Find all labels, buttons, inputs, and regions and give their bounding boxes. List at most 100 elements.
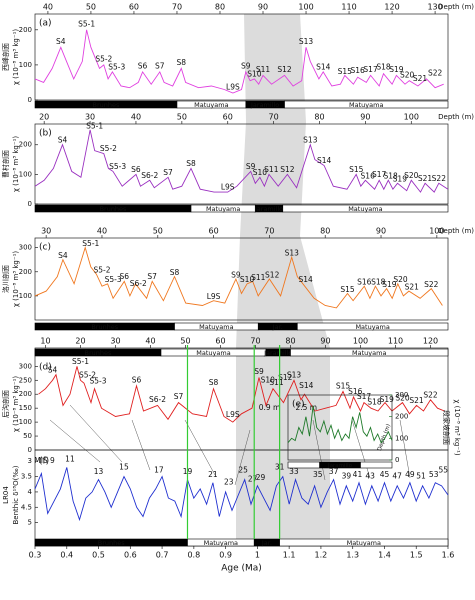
y-tick-label: 3 xyxy=(28,457,32,465)
polarity-label: Jar. xyxy=(261,539,272,547)
peak-label: S12 xyxy=(277,65,292,74)
peak-label: S18 xyxy=(371,278,386,287)
y-tick-label: 5 xyxy=(28,519,32,527)
peak-label: S20 xyxy=(400,70,415,79)
x-tick-label: 0.5 xyxy=(92,551,105,560)
peak-label: L9S xyxy=(221,183,235,192)
polarity-label: Jaramillo xyxy=(254,205,283,213)
peak-label: S21 xyxy=(405,282,420,291)
y-tick-label: 100 xyxy=(19,170,32,178)
x-tick-label: 80 xyxy=(314,113,324,122)
polarity-label: Jaramillo xyxy=(327,463,353,469)
panel-label: (b) xyxy=(39,129,52,139)
polarity-segment xyxy=(319,462,361,468)
y-axis-label: 曹村剖面 xyxy=(1,150,10,178)
polarity-label: Jaramillo xyxy=(263,349,292,357)
peak-label: MIS 9 xyxy=(34,456,55,465)
peak-label: S7 xyxy=(155,62,165,71)
x-axis-label: Depth (m) xyxy=(438,3,474,11)
peak-label: 0.9 m xyxy=(259,403,281,412)
peak-label: S9 xyxy=(254,367,264,376)
x-tick-label: 50 xyxy=(180,337,190,346)
y-tick-label: 50 xyxy=(23,432,32,440)
peak-label: 55 xyxy=(438,465,448,474)
tie-lines xyxy=(49,404,411,486)
x-tick-label: 1.2 xyxy=(315,551,328,560)
peak-label: S20 xyxy=(395,393,410,402)
panel-label: (c) xyxy=(39,243,51,253)
peak-label: S7 xyxy=(163,168,173,177)
data-line xyxy=(34,29,444,94)
x-tick-label: 10 xyxy=(40,337,50,346)
peak-label: S17 xyxy=(357,392,372,401)
x-tick-label: 20 xyxy=(39,113,49,122)
peak-label: S11 xyxy=(251,273,266,282)
x-axis-label: Depth (m) xyxy=(438,227,474,235)
x-tick-label: 80 xyxy=(215,3,225,12)
polarity-segment xyxy=(279,538,449,547)
panel-frame xyxy=(34,13,449,101)
peak-label: S8 xyxy=(209,378,219,387)
x-tick-label: 120 xyxy=(384,3,399,12)
peak-label: S4 xyxy=(58,135,68,144)
x-tick-label: 60 xyxy=(215,337,225,346)
x-axis-label: Depth (m) xyxy=(438,113,474,121)
peak-label: S9 xyxy=(241,62,251,71)
y-axis-label: χ (10⁻⁸ m³ kg⁻¹) xyxy=(453,399,461,455)
x-tick-label: 60 xyxy=(129,3,139,12)
peak-label: 35 xyxy=(313,470,323,479)
x-tick-label: 70 xyxy=(172,3,182,12)
x-tick-label: 30 xyxy=(85,113,95,122)
x-tick-label: 50 xyxy=(86,3,96,12)
panel-label: (a) xyxy=(39,19,52,29)
polarity-label: Matuyama xyxy=(347,539,381,547)
x-tick-label: 40 xyxy=(43,3,53,12)
x-tick-label: 90 xyxy=(320,337,330,346)
polarity-segment xyxy=(297,322,449,331)
tie-line xyxy=(131,419,151,471)
peak-label: S16 xyxy=(348,387,363,396)
data-line xyxy=(34,467,449,522)
x-tick-label: 50 xyxy=(153,227,163,236)
y-tick-label: 150 xyxy=(19,404,32,412)
y-tick-label: 200 xyxy=(395,413,408,421)
panel-frame xyxy=(34,237,449,321)
peak-label: S10 xyxy=(240,275,255,284)
peak-label: S8 xyxy=(176,58,186,67)
x-tick-label: 100 xyxy=(429,227,444,236)
peak-label: S6-2 xyxy=(141,171,158,180)
polarity-label: Matuyama xyxy=(348,205,382,213)
y-tick-label: 4 xyxy=(28,488,33,496)
x-tick-label: 1.6 xyxy=(442,551,455,560)
peak-label: S22 xyxy=(424,280,439,289)
polarity-label: Brunhes xyxy=(85,349,112,357)
peak-label: 11 xyxy=(65,455,75,464)
peak-label: S18 xyxy=(376,63,391,72)
polarity-label: Matuyama xyxy=(352,349,386,357)
x-tick-label: 1.4 xyxy=(378,551,391,560)
y-axis-label: 洛川剖面 xyxy=(1,265,10,293)
y-axis-label: χ (10⁻⁸ m³ kg⁻¹) xyxy=(12,29,20,85)
y-tick-label: 300 xyxy=(395,391,408,399)
peak-label: S4 xyxy=(58,251,68,260)
peak-label: S17 xyxy=(372,170,387,179)
x-tick-label: 1 xyxy=(255,551,260,560)
peak-label: S22 xyxy=(432,174,447,183)
peak-label: S6 xyxy=(132,375,142,384)
peak-label: S14 xyxy=(299,275,314,284)
polarity-label: Matuyama xyxy=(196,349,230,357)
peak-label: L9S xyxy=(226,410,240,419)
peak-label: S19 xyxy=(393,175,408,184)
peak-label: 33 xyxy=(289,467,299,476)
peak-label: S14 xyxy=(317,156,332,165)
y-tick-label: 200 xyxy=(19,141,32,149)
x-tick-label: 100 xyxy=(404,113,419,122)
peak-label: S6 xyxy=(120,272,130,281)
peak-label: S5-1 xyxy=(72,357,89,366)
peak-label: 27 xyxy=(248,475,258,484)
tie-line xyxy=(69,404,123,463)
peak-label: S18 xyxy=(367,398,382,407)
peak-label: S16 xyxy=(351,66,366,75)
peak-label: S5-2 xyxy=(95,55,112,64)
jaramillo-band xyxy=(236,14,330,546)
